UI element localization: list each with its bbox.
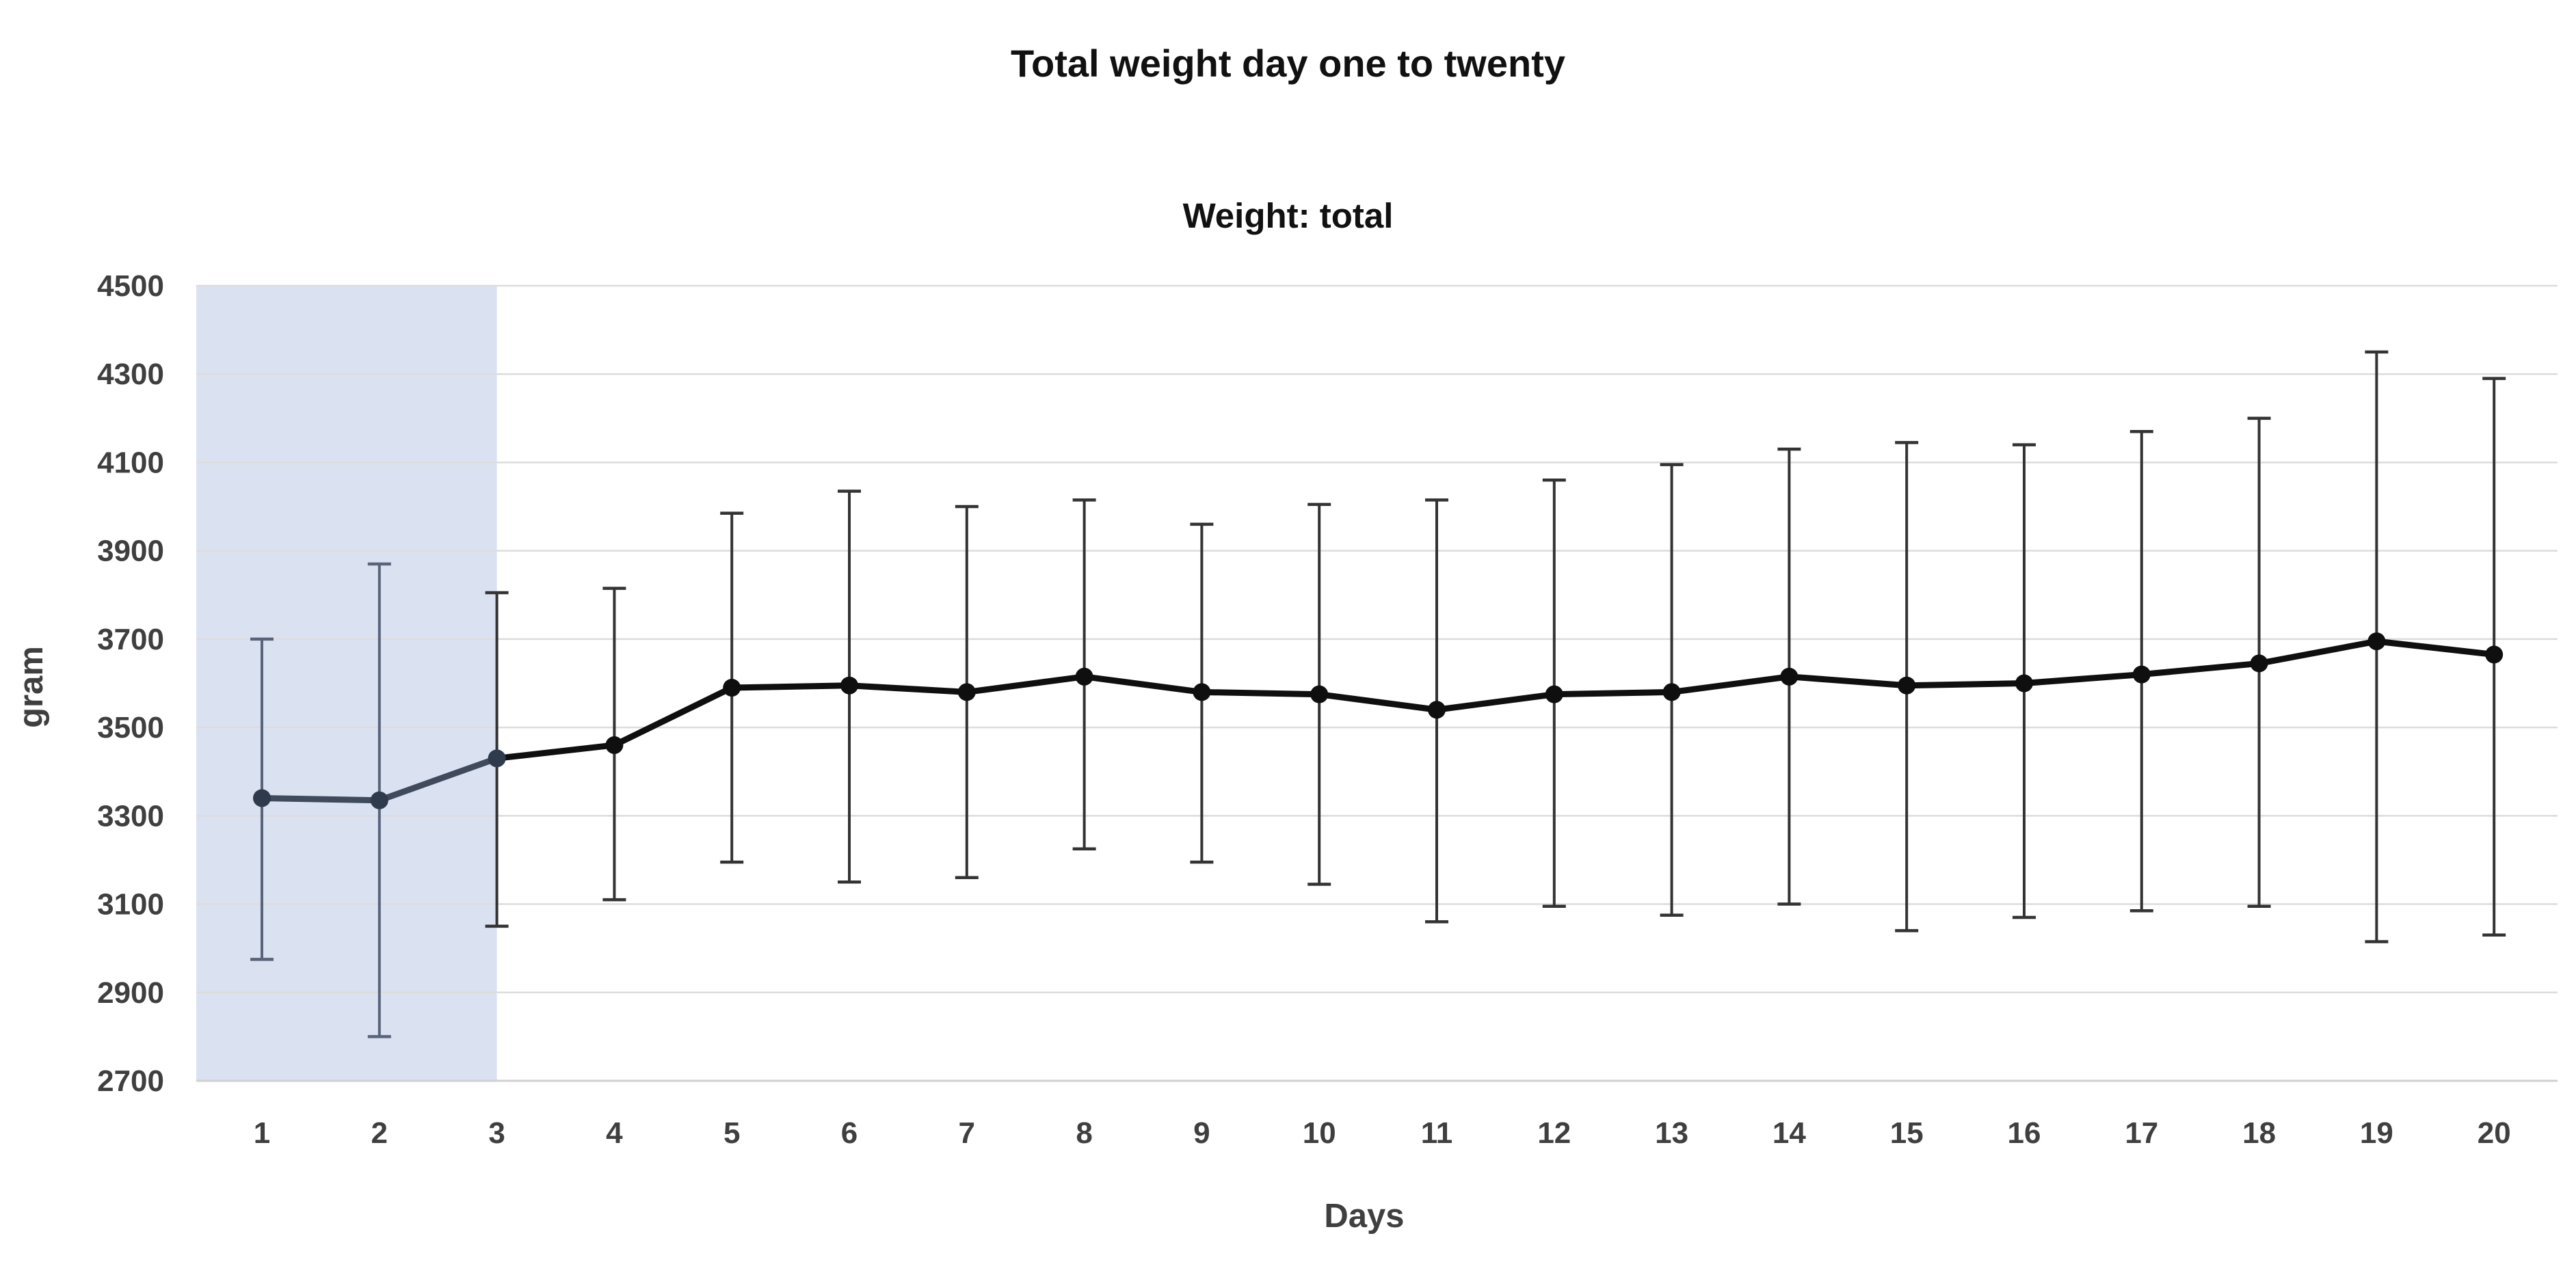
series-line-segment — [1551, 688, 1675, 698]
y-tick-label: 3300 — [97, 799, 164, 833]
data-point-marker — [1780, 667, 1798, 686]
x-tick-label: 14 — [1772, 1116, 1806, 1150]
y-axis-title: gram — [13, 646, 50, 728]
x-tick-label: 11 — [1421, 1116, 1453, 1150]
x-tick-label: 13 — [1655, 1116, 1688, 1150]
data-point-marker — [2015, 674, 2033, 692]
data-point-marker — [1662, 683, 1681, 701]
error-bar-layer — [250, 350, 2506, 1038]
data-point-marker — [1428, 701, 1446, 719]
series-line-segment — [846, 682, 970, 695]
data-point-marker — [1075, 667, 1093, 686]
y-tick-label: 2900 — [97, 976, 164, 1010]
y-tick-label: 4100 — [97, 446, 164, 479]
x-tick-label: 2 — [371, 1116, 388, 1150]
x-tick-label: 8 — [1076, 1116, 1092, 1150]
data-point-marker — [488, 749, 506, 768]
series-line-segment — [1785, 673, 1910, 689]
y-tick-label: 3500 — [97, 711, 164, 744]
axis-label-layer: gram Days 1 2 3 4 5 6 7 8 9 10 11 12 13 14 15 16 17 18 19 2… — [13, 646, 2511, 1235]
data-point-marker — [605, 736, 624, 754]
y-tick-label: 3900 — [97, 535, 164, 568]
x-tick-label: 5 — [723, 1116, 740, 1150]
series-line-segment — [611, 684, 735, 749]
data-point-marker — [840, 676, 858, 695]
series-line-segment — [1081, 673, 1205, 695]
series-line-segment — [2138, 660, 2263, 678]
x-tick-label: 16 — [2008, 1116, 2041, 1150]
series-line-layer — [258, 638, 2497, 804]
marker-layer — [253, 632, 2504, 809]
series-line-segment — [964, 673, 1088, 695]
y-tick-label: 3700 — [97, 623, 164, 656]
x-tick-label: 10 — [1303, 1116, 1336, 1150]
y-tick-label: 4500 — [97, 269, 164, 303]
series-line-segment — [1903, 680, 2028, 689]
data-point-marker — [957, 683, 976, 701]
x-tick-label: 20 — [2478, 1116, 2511, 1150]
figure-title: Total weight day one to twenty — [1011, 42, 1565, 85]
series-line-segment — [728, 682, 853, 691]
data-point-marker — [1193, 683, 1211, 701]
data-point-marker — [2485, 645, 2504, 664]
series-line-segment — [258, 794, 383, 804]
data-point-marker — [1310, 685, 1329, 703]
series-line-segment — [1198, 688, 1323, 698]
series-line-segment — [2256, 638, 2380, 667]
x-tick-label: 12 — [1537, 1116, 1571, 1150]
data-point-marker — [2250, 654, 2268, 673]
x-tick-label: 9 — [1193, 1116, 1210, 1150]
x-tick-label: 17 — [2125, 1116, 2158, 1150]
data-point-marker — [723, 678, 741, 697]
series-line-segment — [2021, 671, 2145, 686]
x-tick-label: 3 — [488, 1116, 505, 1150]
highlight-band-layer — [196, 286, 497, 1081]
x-tick-label: 7 — [959, 1116, 975, 1150]
data-point-marker — [2132, 665, 2151, 684]
x-tick-label: 18 — [2242, 1116, 2276, 1150]
data-point-marker — [1898, 676, 1916, 695]
x-tick-label: 6 — [841, 1116, 858, 1150]
x-tick-label: 1 — [254, 1116, 270, 1150]
y-tick-label: 3100 — [97, 888, 164, 922]
x-tick-label: 19 — [2360, 1116, 2393, 1150]
series-line-segment — [1669, 673, 1792, 695]
series-line-segment — [1316, 691, 1440, 713]
series-line-segment — [1433, 691, 1558, 713]
data-point-marker — [370, 791, 388, 809]
data-point-marker — [253, 789, 271, 807]
x-axis-title: Days — [1324, 1198, 1404, 1235]
highlight-band — [196, 286, 497, 1081]
data-point-marker — [1545, 685, 1563, 703]
series-line-segment — [494, 742, 618, 762]
data-point-marker — [2367, 632, 2386, 651]
x-tick-label: 15 — [1890, 1116, 1924, 1150]
series-line-segment — [376, 755, 501, 804]
x-tick-label: 4 — [606, 1116, 623, 1150]
y-tick-label: 2700 — [97, 1064, 164, 1098]
chart-title: Weight: total — [1182, 196, 1394, 235]
series-line-segment — [2373, 638, 2497, 658]
gridline-layer: 2700 2900 3100 3300 3500 3700 3900 4100 4300 4500 — [97, 269, 2558, 1098]
y-tick-label: 4300 — [97, 358, 164, 391]
